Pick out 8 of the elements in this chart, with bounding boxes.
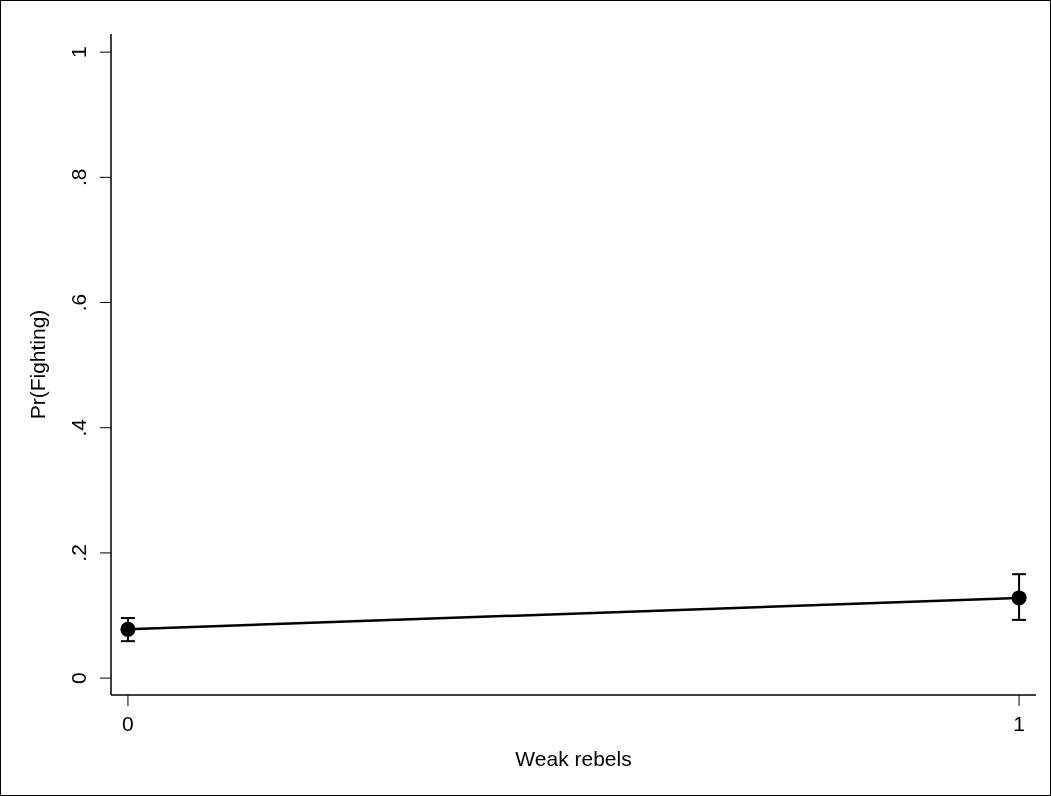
y-tick-label: .4 [67,418,90,437]
y-tick-label: 0 [67,672,90,684]
y-axis-title: Pr(Fighting) [26,309,49,420]
y-tick-label: .6 [67,293,90,312]
y-tick-label: .8 [67,168,90,187]
x-axis-title: Weak rebels [515,747,632,770]
y-tick-label: 1 [67,46,90,58]
y-tick-label: .2 [67,544,90,562]
